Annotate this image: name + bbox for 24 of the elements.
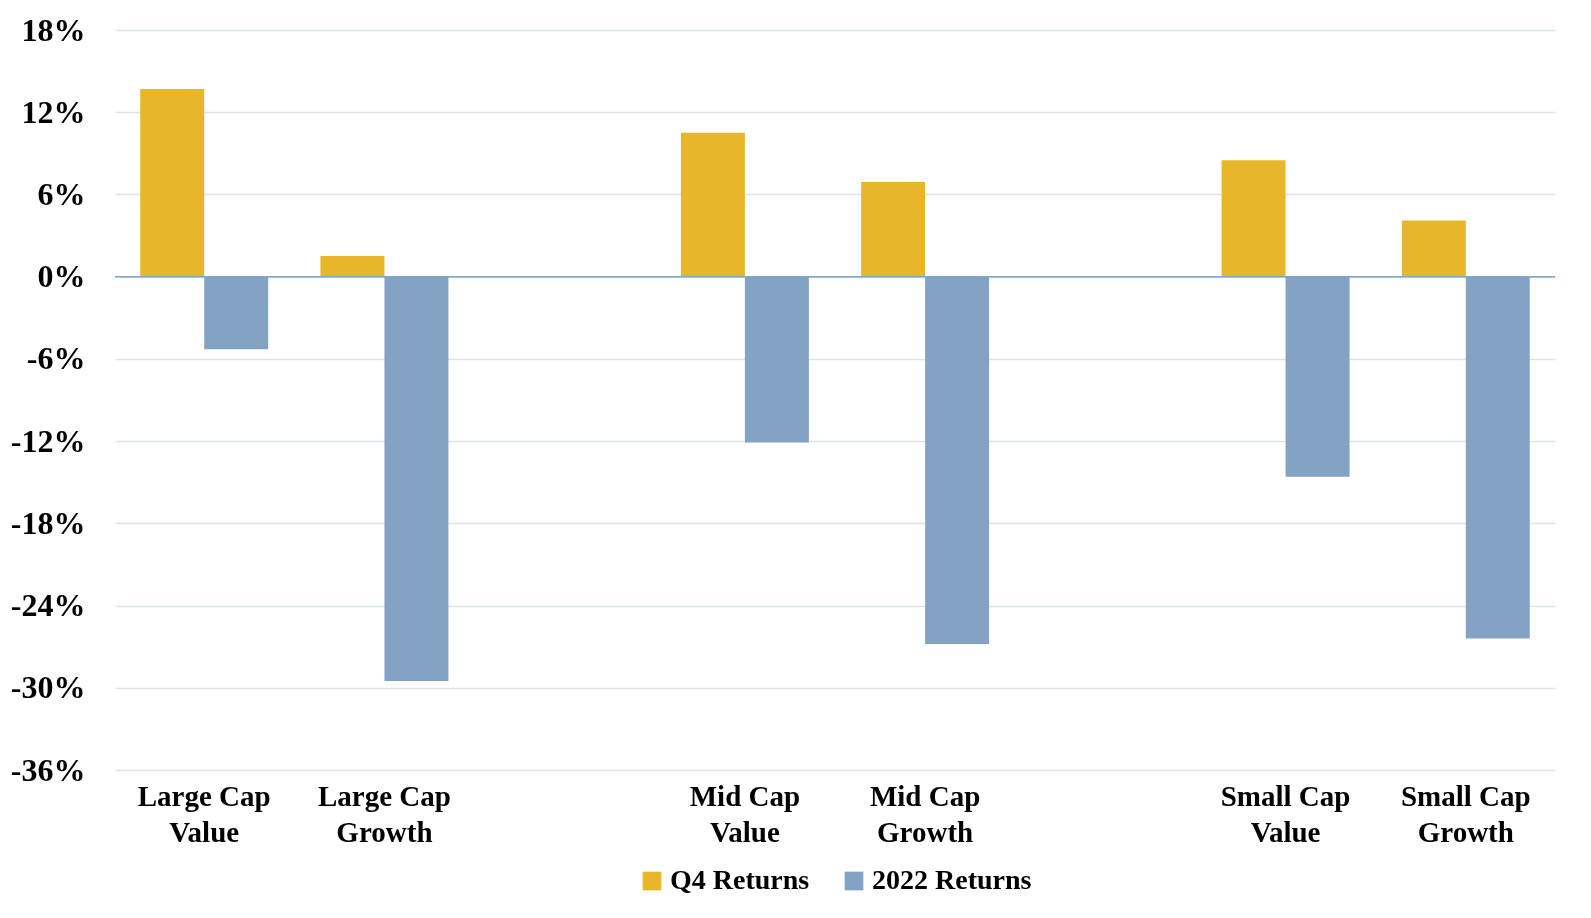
legend-label: 2022 Returns bbox=[872, 864, 1032, 895]
bar bbox=[861, 182, 926, 277]
y-tick-label: 18% bbox=[21, 11, 86, 48]
x-tick-label: Large Cap Growth bbox=[317, 779, 451, 848]
bar bbox=[140, 88, 205, 277]
x-tick-label: Large Cap Value bbox=[137, 779, 271, 848]
x-tick-label: Small Cap Growth bbox=[1400, 779, 1531, 848]
x-tick-label: Small Cap Value bbox=[1220, 779, 1351, 848]
y-tick-label: -6% bbox=[26, 340, 86, 377]
y-tick-label: -24% bbox=[10, 587, 86, 624]
bar bbox=[320, 256, 385, 277]
y-tick-label: -18% bbox=[10, 504, 86, 541]
bar bbox=[1401, 220, 1466, 277]
bar bbox=[680, 132, 745, 277]
y-tick-label: -36% bbox=[10, 751, 86, 788]
y-tick-label: -12% bbox=[10, 422, 86, 459]
x-tick-label: Mid Cap Growth bbox=[869, 779, 981, 848]
x-tick-label: Mid Cap Value bbox=[689, 779, 801, 848]
legend-label: Q4 Returns bbox=[670, 864, 810, 895]
y-tick-label: -30% bbox=[10, 669, 86, 706]
y-tick-label: 0% bbox=[37, 258, 86, 295]
y-tick-label: 6% bbox=[37, 175, 86, 212]
bar bbox=[1221, 160, 1286, 277]
y-tick-label: 12% bbox=[21, 93, 86, 130]
